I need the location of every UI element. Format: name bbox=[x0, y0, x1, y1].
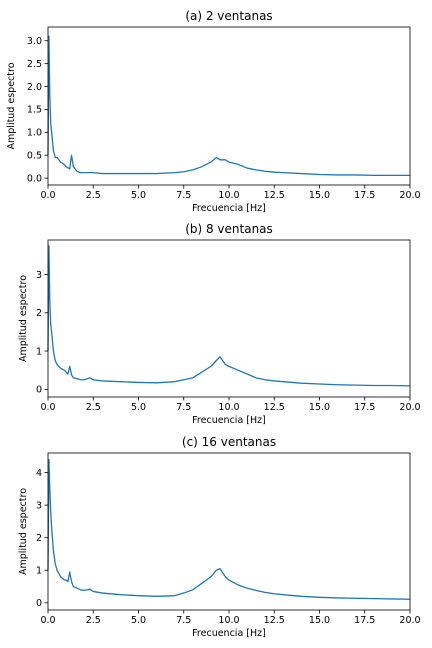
axes-frame bbox=[48, 453, 410, 610]
x-tick-label: 7.5 bbox=[176, 190, 191, 201]
x-tick-label: 10.0 bbox=[218, 615, 239, 626]
y-tick-label: 3.0 bbox=[27, 36, 42, 47]
x-tick-label: 15.0 bbox=[309, 615, 330, 626]
y-axis-label: Amplitud espectro bbox=[18, 275, 29, 362]
y-tick-label: 1 bbox=[36, 346, 42, 357]
x-tick-label: 2.5 bbox=[86, 402, 101, 413]
x-tick-label: 15.0 bbox=[309, 190, 330, 201]
spectrum-line bbox=[48, 246, 410, 386]
y-tick-label: 2.5 bbox=[27, 59, 42, 70]
x-tick-label: 2.5 bbox=[86, 615, 101, 626]
y-tick-label: 3 bbox=[36, 270, 42, 281]
y-tick-label: 0.0 bbox=[27, 173, 42, 184]
subplot-3: (c) 16 ventanas 0.0 2.5 5.0 7.5 10.0 12.5 15.0 1… bbox=[18, 435, 421, 639]
x-tick-label: 17.5 bbox=[354, 615, 375, 626]
subplot-title: (c) 16 ventanas bbox=[182, 435, 276, 449]
x-tick-label: 0.0 bbox=[40, 190, 55, 201]
x-tick-label: 17.5 bbox=[354, 402, 375, 413]
y-tick-label: 2 bbox=[36, 308, 42, 319]
x-tick-label: 20.0 bbox=[399, 402, 420, 413]
x-tick-label: 5.0 bbox=[131, 402, 146, 413]
subplot-2: (b) 8 ventanas 0.0 2.5 5.0 7.5 10.0 12.5 15.0 17… bbox=[18, 222, 421, 426]
axes-frame bbox=[48, 240, 410, 397]
x-tick-label: 7.5 bbox=[176, 402, 191, 413]
subplot-title: (a) 2 ventanas bbox=[185, 9, 272, 23]
x-tick-label: 5.0 bbox=[131, 615, 146, 626]
spectrum-line bbox=[48, 460, 410, 600]
y-tick-label: 2.0 bbox=[27, 82, 42, 93]
y-tick-label: 2 bbox=[36, 533, 42, 544]
x-tick-label: 10.0 bbox=[218, 402, 239, 413]
y-tick-label: 3 bbox=[36, 500, 42, 511]
y-tick-label: 0.5 bbox=[27, 151, 42, 162]
x-tick-label: 0.0 bbox=[40, 402, 55, 413]
x-tick-label: 17.5 bbox=[354, 190, 375, 201]
x-tick-label: 12.5 bbox=[264, 402, 285, 413]
x-axis-label: Frecuencia [Hz] bbox=[192, 628, 266, 639]
y-axis-label: Amplitud espectro bbox=[6, 62, 17, 149]
subplot-1: (a) 2 ventanas 0.0 2.5 5.0 7.5 10.0 12.5 15.0 17… bbox=[6, 9, 421, 214]
x-tick-label: 20.0 bbox=[399, 190, 420, 201]
x-axis-label: Frecuencia [Hz] bbox=[192, 415, 266, 426]
x-axis-label: Frecuencia [Hz] bbox=[192, 203, 266, 214]
x-tick-label: 5.0 bbox=[131, 190, 146, 201]
x-tick-label: 2.5 bbox=[86, 190, 101, 201]
x-tick-label: 20.0 bbox=[399, 615, 420, 626]
x-tick-label: 12.5 bbox=[264, 190, 285, 201]
y-tick-label: 1.0 bbox=[27, 128, 42, 139]
x-tick-label: 12.5 bbox=[264, 615, 285, 626]
subplot-title: (b) 8 ventanas bbox=[185, 222, 273, 236]
axes-frame bbox=[48, 27, 410, 185]
x-tick-label: 15.0 bbox=[309, 402, 330, 413]
x-tick-label: 0.0 bbox=[40, 615, 55, 626]
y-tick-label: 0 bbox=[36, 385, 42, 396]
y-tick-label: 0 bbox=[36, 598, 42, 609]
x-tick-label: 10.0 bbox=[218, 190, 239, 201]
y-tick-label: 4 bbox=[36, 468, 42, 479]
x-tick-label: 7.5 bbox=[176, 615, 191, 626]
y-tick-label: 1.5 bbox=[27, 105, 42, 116]
y-tick-label: 1 bbox=[36, 566, 42, 577]
y-axis-label: Amplitud espectro bbox=[18, 488, 29, 575]
spectrum-line bbox=[48, 36, 410, 175]
